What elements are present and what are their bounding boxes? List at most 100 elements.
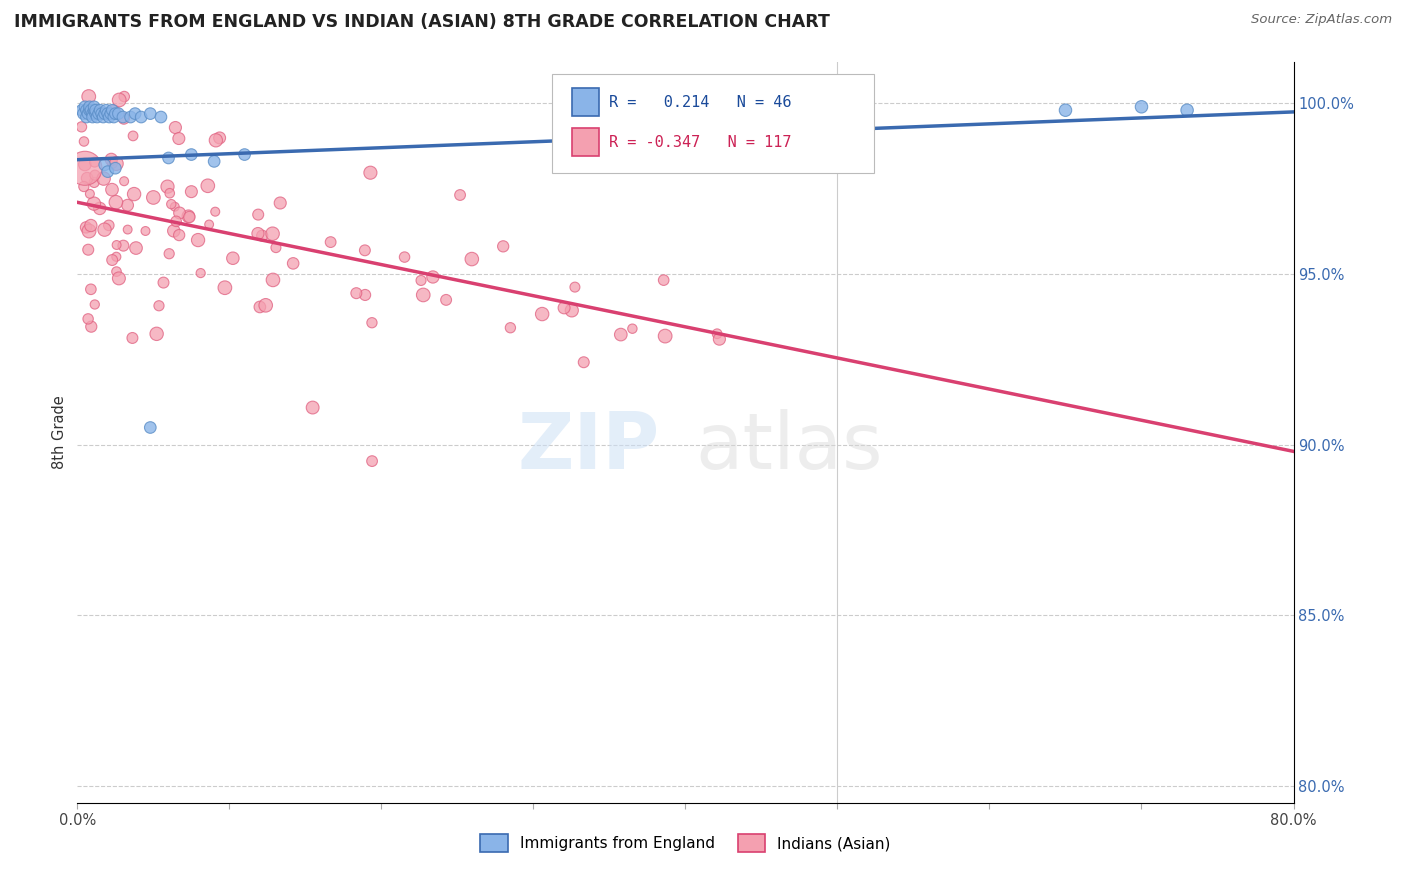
Point — [654, 329, 676, 343]
Point — [134, 224, 156, 238]
Point — [122, 187, 145, 202]
Point — [83, 100, 105, 114]
Point — [167, 228, 190, 243]
Point — [197, 178, 219, 193]
Point — [117, 222, 139, 236]
Bar — [572, 88, 599, 117]
Point — [105, 264, 128, 278]
Point — [233, 147, 256, 161]
Y-axis label: 8th Grade: 8th Grade — [52, 396, 67, 469]
Point — [122, 128, 145, 143]
Point — [101, 103, 124, 118]
Point — [111, 110, 134, 124]
Point — [157, 246, 180, 260]
Point — [190, 266, 212, 280]
Point — [124, 106, 146, 120]
Point — [97, 164, 120, 178]
Point — [169, 206, 191, 220]
Point — [449, 188, 471, 202]
Point — [80, 282, 103, 296]
Point — [104, 195, 127, 210]
Point — [100, 153, 122, 167]
Point — [80, 103, 103, 118]
Point — [84, 168, 107, 182]
Point — [148, 299, 170, 313]
Bar — [572, 128, 599, 156]
Point — [80, 219, 103, 233]
Point — [75, 110, 97, 124]
Point — [354, 288, 377, 302]
Point — [149, 110, 172, 124]
Point — [80, 319, 103, 334]
Point — [1054, 103, 1077, 118]
Point — [254, 298, 277, 312]
Point — [90, 106, 112, 120]
Point — [461, 252, 484, 266]
Point — [139, 106, 162, 120]
Point — [112, 174, 135, 188]
Point — [204, 204, 226, 219]
Point — [361, 316, 384, 330]
Point — [93, 171, 115, 186]
Point — [301, 401, 323, 415]
Text: atlas: atlas — [695, 409, 883, 485]
Point — [222, 251, 245, 265]
Point — [76, 171, 98, 186]
Point — [434, 293, 457, 307]
Point — [93, 106, 115, 120]
Point — [79, 103, 101, 118]
Point — [142, 190, 165, 204]
Point — [145, 326, 167, 341]
Point — [83, 176, 105, 190]
Point — [165, 120, 187, 135]
Point — [83, 155, 105, 169]
Legend: Immigrants from England, Indians (Asian): Immigrants from England, Indians (Asian) — [474, 829, 897, 858]
Point — [105, 250, 128, 264]
Point — [177, 209, 200, 223]
Point — [91, 110, 114, 124]
Point — [250, 228, 273, 243]
Point — [82, 106, 104, 120]
Point — [121, 331, 143, 345]
Point — [77, 106, 100, 120]
Point — [82, 110, 104, 124]
Point — [492, 239, 515, 253]
Point — [283, 256, 305, 270]
Point — [77, 89, 100, 103]
Point — [163, 224, 186, 238]
Point — [112, 112, 135, 126]
Point — [79, 186, 101, 201]
Point — [205, 133, 228, 147]
Text: R = -0.347   N = 117: R = -0.347 N = 117 — [609, 135, 792, 150]
Point — [98, 110, 121, 124]
Point — [105, 156, 128, 170]
Point — [105, 238, 128, 252]
Point — [112, 89, 135, 103]
Point — [1130, 100, 1153, 114]
Point — [344, 286, 367, 301]
Point — [167, 131, 190, 145]
Point — [247, 208, 270, 222]
Point — [249, 300, 271, 314]
Point — [73, 135, 96, 149]
Point — [73, 179, 96, 194]
Point — [107, 106, 129, 120]
Point — [87, 106, 110, 120]
FancyBboxPatch shape — [551, 73, 875, 173]
Point — [553, 301, 575, 315]
Point — [129, 110, 152, 124]
Point — [163, 200, 186, 214]
Point — [394, 250, 416, 264]
Point — [179, 210, 201, 224]
Point — [412, 288, 434, 302]
Point — [84, 103, 107, 118]
Point — [157, 151, 180, 165]
Point — [77, 243, 100, 257]
Point — [83, 196, 105, 211]
Point — [93, 158, 115, 172]
Point — [262, 227, 284, 241]
Point — [354, 244, 377, 258]
Point — [214, 281, 236, 295]
Point — [97, 219, 120, 233]
Text: R =   0.214   N = 46: R = 0.214 N = 46 — [609, 95, 792, 110]
